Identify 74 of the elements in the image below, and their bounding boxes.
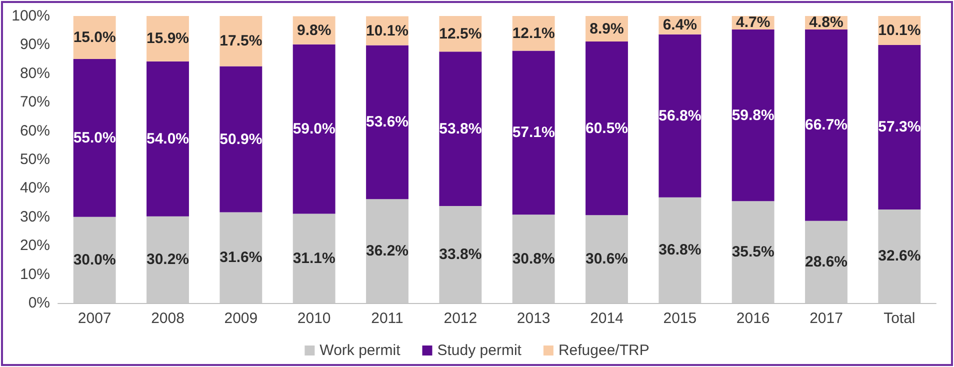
data-label: 6.4% <box>662 16 698 34</box>
x-tick-label: 2007 <box>78 310 112 327</box>
bar <box>658 34 702 198</box>
y-tick-label: 0% <box>28 294 50 312</box>
data-label: 33.8% <box>439 246 482 263</box>
data-label: 30.0% <box>73 251 116 268</box>
data-label: 50.9% <box>220 130 262 148</box>
data-label: 15.0% <box>73 29 116 46</box>
data-label: 28.6% <box>804 253 848 270</box>
data-label: 53.6% <box>366 114 409 131</box>
y-tick-label: 50% <box>20 151 50 168</box>
data-label: 36.2% <box>366 242 409 260</box>
bar <box>512 50 555 215</box>
data-label: 66.7% <box>804 116 848 134</box>
y-tick-label: 60% <box>20 122 50 140</box>
y-tick-label: 10% <box>20 266 50 283</box>
data-label: 4.8% <box>809 14 844 32</box>
x-tick-label: 2014 <box>590 310 624 327</box>
data-label: 10.1% <box>366 22 409 40</box>
data-label: 30.2% <box>146 251 190 268</box>
data-label: 17.5% <box>220 32 262 50</box>
data-label: 12.1% <box>512 24 555 42</box>
x-tick-label: 2011 <box>371 310 404 327</box>
bar <box>878 44 921 210</box>
data-label: 56.8% <box>658 107 702 124</box>
data-label: 4.7% <box>736 14 770 32</box>
data-label: 32.6% <box>878 248 921 265</box>
bar <box>73 59 116 217</box>
data-label: 59.0% <box>292 120 336 138</box>
bar <box>586 42 628 216</box>
data-label: 57.3% <box>878 118 921 136</box>
bar <box>366 45 408 200</box>
bar <box>146 61 189 216</box>
y-tick-label: 70% <box>20 94 50 111</box>
data-label: 9.8% <box>296 22 332 39</box>
x-tick-label: 2017 <box>810 310 843 327</box>
data-label: 30.8% <box>512 250 555 268</box>
legend-label: Work permit <box>320 342 402 359</box>
data-label: 31.1% <box>292 250 336 267</box>
bar <box>805 29 848 221</box>
x-tick-label: 2012 <box>444 310 478 327</box>
x-tick-label: Total <box>884 310 916 327</box>
data-label: 12.5% <box>439 25 482 42</box>
data-label: 30.6% <box>585 250 628 268</box>
x-tick-label: 2013 <box>516 310 550 327</box>
data-label: 54.0% <box>146 130 190 148</box>
data-label: 31.6% <box>220 249 262 266</box>
y-tick-label: 80% <box>20 64 50 82</box>
data-label: 36.8% <box>658 242 702 259</box>
y-tick-label: 90% <box>20 36 50 54</box>
y-tick-label: 40% <box>20 180 50 197</box>
legend-label: Study permit <box>437 342 522 359</box>
legend-label: Refugee/TRP <box>558 342 650 359</box>
bar <box>732 29 774 202</box>
x-tick-label: 2015 <box>663 310 697 327</box>
x-tick-label: 2016 <box>736 310 770 327</box>
data-label: 10.1% <box>878 22 921 39</box>
x-tick-label: 2008 <box>151 310 184 327</box>
data-label: 55.0% <box>73 129 116 146</box>
data-label: 35.5% <box>732 244 774 261</box>
x-tick-label: 2009 <box>224 310 258 327</box>
y-tick-label: 30% <box>20 208 50 226</box>
y-tick-label: 20% <box>20 237 50 254</box>
bar <box>220 66 262 212</box>
data-label: 53.8% <box>439 120 482 138</box>
data-label: 15.9% <box>146 30 190 48</box>
data-label: 8.9% <box>590 20 624 38</box>
data-label: 57.1% <box>512 124 555 142</box>
bar <box>439 52 482 206</box>
bar <box>292 44 336 214</box>
y-tick-label: 100% <box>12 8 50 24</box>
data-label: 59.8% <box>732 106 774 124</box>
x-tick-label: 2010 <box>297 310 331 327</box>
data-label: 60.5% <box>585 120 628 137</box>
